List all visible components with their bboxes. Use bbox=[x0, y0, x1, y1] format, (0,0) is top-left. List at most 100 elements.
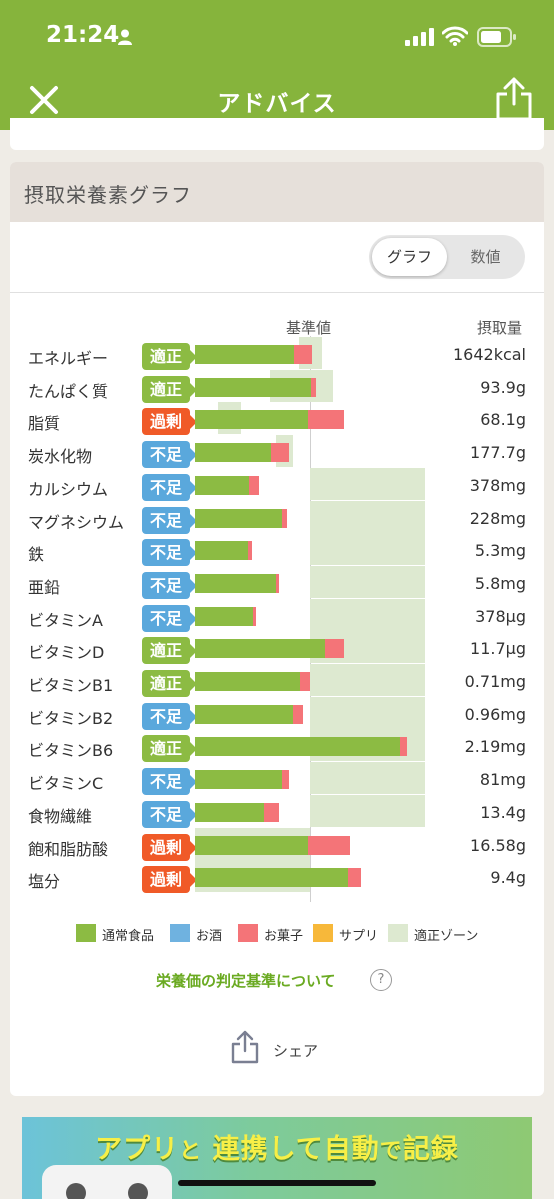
intake-amount: 93.9g bbox=[480, 377, 526, 397]
nutrient-name: 塩分 bbox=[28, 872, 61, 892]
bar-snacks bbox=[247, 541, 253, 561]
nutrient-name: ビタミンD bbox=[28, 643, 105, 663]
nutrient-name: 脂質 bbox=[28, 414, 61, 434]
help-icon[interactable]: ? bbox=[370, 969, 392, 991]
chart-legend: 通常食品 お酒 お菓子 サプリ 適正ゾーン bbox=[10, 922, 544, 946]
status-badge: 適正 bbox=[142, 735, 197, 763]
adequate-zone bbox=[310, 794, 425, 827]
battery-icon bbox=[477, 27, 516, 47]
status-badge: 不足 bbox=[142, 768, 197, 796]
bar-snacks bbox=[249, 475, 260, 495]
intake-amount: 0.71mg bbox=[464, 672, 526, 691]
bar-regular-food bbox=[195, 475, 250, 495]
nutrient-row: 飽和脂肪酸 過剰 16.58g bbox=[10, 827, 544, 865]
nutrient-name: 炭水化物 bbox=[28, 447, 93, 467]
divider bbox=[10, 292, 544, 293]
nutrient-row: ビタミンB6 適正 2.19mg bbox=[10, 729, 544, 766]
nutrient-row: ビタミンD 適正 11.7μg bbox=[10, 631, 544, 668]
intake-amount: 228mg bbox=[469, 508, 526, 528]
bar-snacks bbox=[299, 672, 310, 691]
toggle-values-button[interactable]: 数値 bbox=[470, 248, 501, 266]
bar-regular-food bbox=[195, 443, 271, 463]
nutrient-row: たんぱく質 適正 93.9g bbox=[10, 369, 544, 407]
status-badge: 不足 bbox=[142, 702, 197, 730]
intake-column-header: 摂取量 bbox=[477, 319, 523, 337]
bar-snacks bbox=[282, 508, 287, 528]
share-icon[interactable] bbox=[494, 76, 534, 122]
status-time: 21:24 bbox=[46, 22, 120, 48]
nutrient-name: 鉄 bbox=[28, 545, 45, 565]
nutrient-row: マグネシウム 不足 228mg bbox=[10, 500, 544, 538]
nutrient-row: ビタミンA 不足 378μg bbox=[10, 598, 544, 636]
reference-column-header: 基準値 bbox=[286, 319, 332, 337]
status-badge: 不足 bbox=[142, 800, 197, 828]
nutrient-graph-card: 摂取栄養素グラフ グラフ 数値 基準値 摂取量 エネルギー 適正 1642kcal た… bbox=[10, 162, 544, 1096]
person-icon bbox=[118, 29, 132, 45]
bar-regular-food bbox=[195, 606, 253, 626]
adequate-zone bbox=[310, 533, 425, 566]
legend-swatch bbox=[313, 924, 333, 942]
adequate-zone bbox=[310, 467, 425, 500]
intake-amount: 13.4g bbox=[480, 802, 526, 822]
intake-amount: 5.3mg bbox=[474, 541, 526, 561]
scale-device-image bbox=[42, 1165, 172, 1199]
nutrient-name: ビタミンA bbox=[28, 610, 103, 630]
status-badge: 不足 bbox=[142, 506, 197, 534]
toggle-graph-button[interactable]: グラフ bbox=[372, 238, 447, 276]
section-title: 摂取栄養素グラフ bbox=[24, 183, 192, 207]
bar-snacks bbox=[275, 573, 279, 593]
nutrient-name: たんぱく質 bbox=[28, 381, 109, 401]
nutrient-row: 炭水化物 不足 177.7g bbox=[10, 435, 544, 472]
status-bar: 21:24 bbox=[0, 0, 554, 70]
bar-regular-food bbox=[195, 377, 312, 397]
app-link-banner[interactable]: アプリと 連携して自動で記録 bbox=[22, 1117, 532, 1199]
nutrient-row: ビタミンC 不足 81mg bbox=[10, 762, 544, 799]
page-title: アドバイス bbox=[217, 91, 337, 117]
close-icon[interactable] bbox=[26, 82, 62, 118]
nutrient-row: 食物繊維 不足 13.4g bbox=[10, 794, 544, 832]
bar-regular-food bbox=[195, 345, 294, 364]
legend-label: お菓子 bbox=[264, 929, 304, 944]
intake-amount: 378μg bbox=[475, 606, 526, 626]
legend-swatch bbox=[238, 924, 258, 942]
adequate-zone bbox=[310, 500, 425, 533]
status-badge: 適正 bbox=[142, 637, 197, 665]
bar-regular-food bbox=[195, 835, 308, 855]
legend-label: お酒 bbox=[196, 929, 223, 944]
bar-snacks bbox=[311, 377, 316, 397]
bar-snacks bbox=[282, 770, 290, 790]
legend-swatch bbox=[76, 924, 96, 942]
bar-snacks bbox=[292, 704, 304, 724]
bar-snacks bbox=[307, 835, 351, 855]
adequate-zone bbox=[310, 598, 425, 631]
status-badge: 過剰 bbox=[142, 866, 197, 894]
intake-amount: 11.7μg bbox=[470, 639, 526, 659]
nutrient-name: カルシウム bbox=[28, 479, 109, 499]
share-label: シェア bbox=[273, 1042, 319, 1060]
nutrient-name: 亜鉛 bbox=[28, 577, 61, 597]
legend-label: 適正ゾーン bbox=[414, 929, 479, 944]
status-badge: 不足 bbox=[142, 473, 197, 501]
bar-regular-food bbox=[195, 573, 276, 593]
nutrient-row: 塩分 過剰 9.4g bbox=[10, 860, 544, 897]
view-toggle: グラフ 数値 bbox=[369, 235, 525, 279]
share-button[interactable]: シェア bbox=[230, 1030, 350, 1066]
wifi-icon bbox=[442, 26, 468, 46]
legend-label: 通常食品 bbox=[102, 929, 155, 944]
nutrient-row: 鉄 不足 5.3mg bbox=[10, 533, 544, 570]
nutrient-chart: エネルギー 適正 1642kcal たんぱく質 適正 93.9g 脂質 過剰 68.1g 炭水化物… bbox=[10, 162, 544, 1096]
adequate-zone bbox=[310, 762, 425, 795]
bar-snacks bbox=[270, 443, 290, 463]
intake-amount: 1642kcal bbox=[452, 345, 526, 364]
criteria-link[interactable]: 栄養価の判定基準について bbox=[156, 972, 336, 990]
adequate-zone bbox=[310, 565, 425, 598]
nutrient-name: マグネシウム bbox=[28, 512, 125, 532]
cellular-signal-icon bbox=[405, 28, 434, 46]
bar-regular-food bbox=[195, 541, 248, 561]
nutrient-name: ビタミンB2 bbox=[28, 708, 114, 728]
status-badge: 過剰 bbox=[142, 833, 197, 861]
intake-amount: 2.19mg bbox=[464, 737, 526, 757]
intake-amount: 68.1g bbox=[480, 410, 526, 430]
intake-amount: 177.7g bbox=[470, 443, 526, 463]
card-header: 摂取栄養素グラフ bbox=[10, 162, 544, 222]
